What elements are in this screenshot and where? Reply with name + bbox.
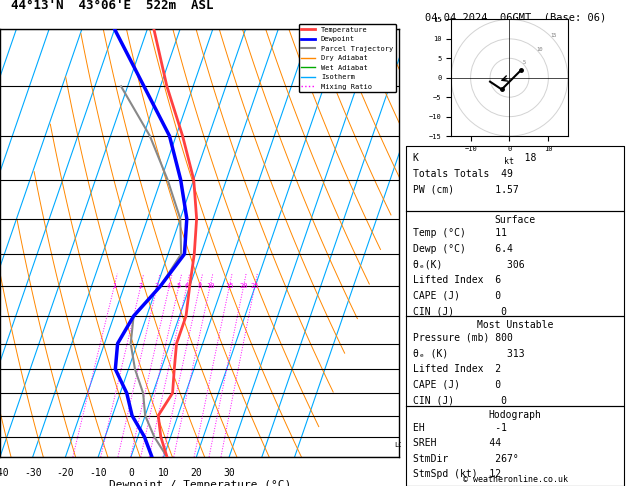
Text: EH            -1: EH -1 (413, 423, 507, 433)
Text: ≡: ≡ (411, 281, 418, 291)
Text: CAPE (J)      0: CAPE (J) 0 (413, 380, 501, 390)
Text: StmSpd (kt)  12: StmSpd (kt) 12 (413, 469, 501, 480)
Text: 5: 5 (523, 60, 526, 65)
Text: PW (cm)       1.57: PW (cm) 1.57 (413, 184, 518, 194)
Text: 0: 0 (128, 468, 134, 478)
Text: km: km (408, 11, 420, 20)
Text: 20: 20 (191, 468, 203, 478)
Text: 10: 10 (206, 283, 214, 289)
Text: 7: 7 (403, 81, 409, 91)
Text: Lifted Index  2: Lifted Index 2 (413, 364, 501, 374)
Text: -20: -20 (57, 468, 74, 478)
Text: 1: 1 (112, 283, 116, 289)
Text: 10: 10 (158, 468, 170, 478)
Text: Surface: Surface (494, 215, 536, 226)
Text: 44°13'N  43°06'E  522m  ASL: 44°13'N 43°06'E 522m ASL (11, 0, 213, 12)
Text: ≡: ≡ (411, 131, 418, 141)
Text: 4: 4 (167, 283, 171, 289)
Text: SREH         44: SREH 44 (413, 438, 501, 449)
X-axis label: kt: kt (504, 157, 515, 166)
Text: 10: 10 (537, 47, 543, 52)
Text: CIN (J)        0: CIN (J) 0 (413, 306, 507, 316)
Text: ≡: ≡ (411, 339, 418, 348)
Text: CAPE (J)      0: CAPE (J) 0 (413, 291, 501, 301)
Text: θₑ(K)           306: θₑ(K) 306 (413, 260, 525, 270)
Text: LCL: LCL (394, 442, 407, 448)
Text: Hodograph: Hodograph (489, 410, 542, 420)
Text: ASL: ASL (404, 42, 422, 52)
Text: 6: 6 (403, 131, 409, 141)
Text: Temp (°C)     11: Temp (°C) 11 (413, 228, 507, 239)
Text: 15: 15 (550, 33, 557, 38)
Text: -10: -10 (89, 468, 107, 478)
Text: θₑ (K)          313: θₑ (K) 313 (413, 348, 525, 359)
Text: 25: 25 (250, 283, 259, 289)
Text: 3: 3 (155, 283, 159, 289)
Text: Lifted Index  6: Lifted Index 6 (413, 275, 501, 285)
Text: StmDir        267°: StmDir 267° (413, 454, 518, 464)
Text: 4: 4 (403, 281, 409, 291)
Text: 15: 15 (225, 283, 233, 289)
Text: -40: -40 (0, 468, 9, 478)
Text: 2: 2 (403, 388, 409, 398)
Text: Pressure (mb) 800: Pressure (mb) 800 (413, 333, 513, 343)
Text: -30: -30 (24, 468, 42, 478)
Text: 8: 8 (198, 283, 202, 289)
Text: Totals Totals  49: Totals Totals 49 (413, 169, 513, 179)
Text: Dewp (°C)     6.4: Dewp (°C) 6.4 (413, 244, 513, 254)
Text: Most Unstable: Most Unstable (477, 320, 554, 330)
Text: 20: 20 (239, 283, 248, 289)
Text: Dewpoint / Temperature (°C): Dewpoint / Temperature (°C) (109, 480, 291, 486)
Legend: Temperature, Dewpoint, Parcel Trajectory, Dry Adiabat, Wet Adiabat, Isotherm, Mi: Temperature, Dewpoint, Parcel Trajectory… (299, 24, 396, 92)
Text: ≡: ≡ (411, 214, 418, 224)
Text: 2: 2 (138, 283, 143, 289)
Text: 8: 8 (403, 24, 409, 34)
Text: K                  18: K 18 (413, 153, 536, 163)
Text: 30: 30 (223, 468, 235, 478)
Text: © weatheronline.co.uk: © weatheronline.co.uk (464, 474, 568, 484)
Text: 5: 5 (403, 214, 409, 224)
Text: 3: 3 (403, 339, 409, 348)
Text: ≡: ≡ (411, 411, 418, 420)
Text: 6: 6 (185, 283, 189, 289)
Text: 1: 1 (403, 452, 409, 462)
Text: CIN (J)        0: CIN (J) 0 (413, 395, 507, 405)
Text: 04.04.2024  06GMT  (Base: 06): 04.04.2024 06GMT (Base: 06) (425, 12, 606, 22)
Text: 5: 5 (177, 283, 181, 289)
Text: Mixing Ratio (g/kg): Mixing Ratio (g/kg) (427, 195, 436, 291)
Text: ≡: ≡ (411, 24, 418, 34)
